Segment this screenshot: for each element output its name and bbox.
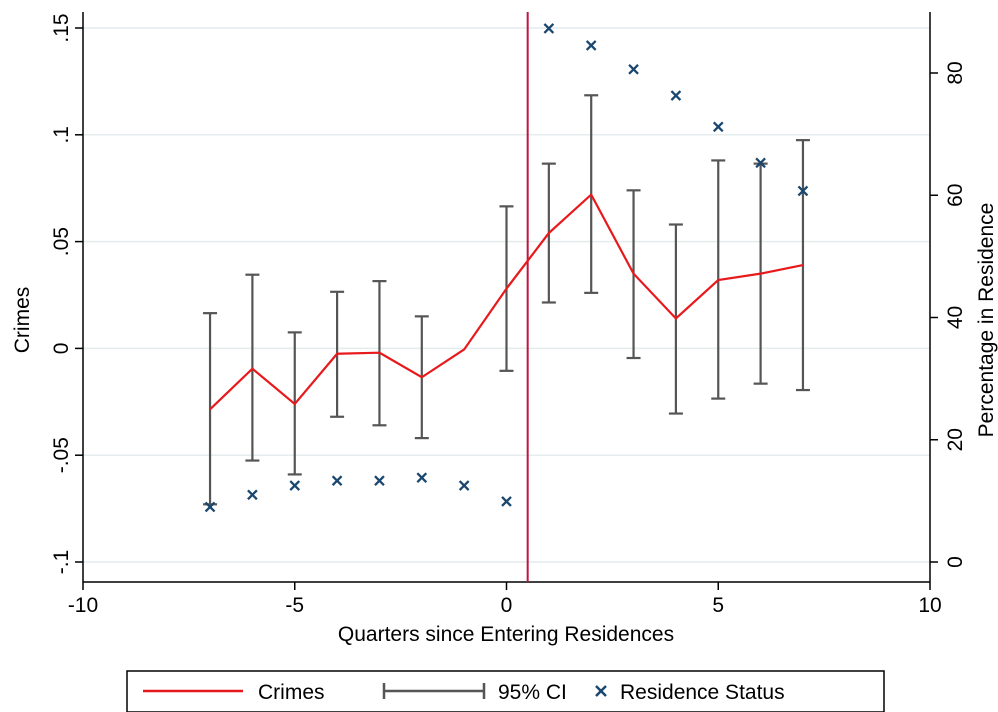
residence-point	[416, 472, 428, 483]
residence-point-stroke-b	[204, 501, 216, 513]
y-axis-right-label: Percentage in Residence	[975, 203, 998, 438]
legend-residence-marker	[595, 685, 607, 697]
residence-point-stroke-b	[543, 23, 555, 34]
residence-points	[204, 23, 809, 513]
x-tick-label: 5	[712, 594, 724, 617]
y-right-tick-label: 40	[944, 306, 967, 329]
y-left-tick-label: .1	[50, 126, 73, 144]
residence-point	[458, 480, 470, 491]
residence-point	[628, 64, 639, 75]
ticks: -10 -5 0 5 10 -.1 -.05 0 .05 .1 .15 0 20 40 60 80	[50, 13, 967, 617]
residence-point	[204, 501, 216, 513]
residence-point	[374, 475, 385, 487]
y-right-tick-label: 60	[944, 184, 967, 207]
legend-crimes-label: Crimes	[258, 681, 325, 704]
residence-point	[501, 496, 512, 507]
x-tick-label: 0	[501, 594, 513, 617]
y-right-tick-label: 0	[944, 556, 967, 568]
x-tick-label: -10	[68, 594, 98, 617]
residence-point-stroke-b	[374, 475, 385, 487]
residence-point-stroke-b	[416, 472, 428, 483]
residence-point-stroke-b	[670, 90, 682, 101]
residence-point	[585, 40, 597, 51]
y-left-tick-label: -.05	[50, 437, 73, 473]
residence-point-stroke-b	[628, 64, 639, 75]
residence-point	[331, 475, 343, 487]
crimes-line-group	[209, 192, 804, 411]
x-tick-label: -5	[285, 594, 304, 617]
y-right-tick-label: 20	[944, 428, 967, 451]
residence-point-stroke-b	[755, 157, 766, 169]
legend-residence-label: Residence Status	[620, 681, 785, 704]
residence-point	[712, 121, 724, 133]
crimes-line	[209, 192, 804, 411]
y-left-tick-label: -.1	[50, 550, 73, 575]
y-axis-left-label: Crimes	[11, 287, 34, 354]
residence-point-stroke-b	[458, 480, 470, 491]
ci-bars	[203, 94, 810, 506]
legend-box	[126, 670, 885, 712]
residence-point	[543, 23, 555, 34]
residence-point-stroke-b	[331, 475, 343, 487]
legend-ci-label: 95% CI	[498, 681, 567, 704]
y-right-tick-label: 80	[944, 61, 967, 84]
x-tick-label: 10	[918, 594, 941, 617]
residence-point-stroke-b	[585, 40, 597, 51]
residence-point-stroke-b	[501, 496, 512, 507]
residence-point	[755, 157, 766, 169]
legend: Crimes 95% CI Residence Status	[126, 670, 885, 712]
residence-point	[670, 90, 682, 101]
residence-point-stroke-b	[797, 185, 809, 197]
residence-point-stroke-b	[289, 480, 301, 491]
residence-point	[247, 489, 258, 501]
residence-point-stroke-b	[247, 489, 258, 501]
residence-point-stroke-b	[712, 121, 724, 133]
x-axis-label: Quarters since Entering Residences	[338, 623, 674, 646]
y-left-tick-label: .05	[50, 227, 73, 256]
residence-point	[289, 480, 301, 491]
y-left-tick-label: .15	[50, 13, 73, 42]
y-left-tick-label: 0	[50, 343, 73, 355]
residence-point	[797, 185, 809, 197]
legend-ci-swatch	[382, 683, 486, 699]
